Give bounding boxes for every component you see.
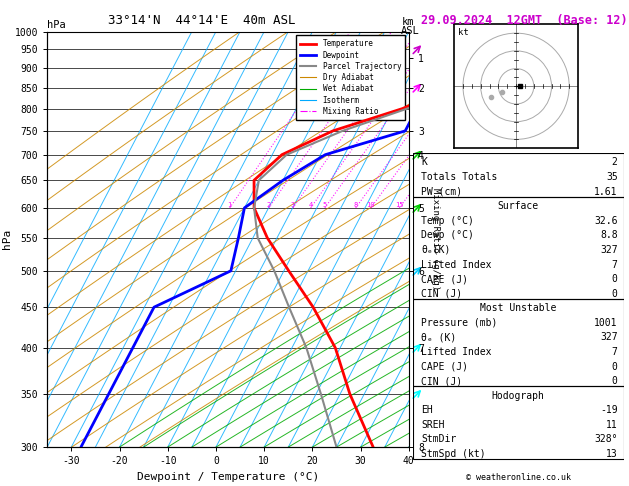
Text: CIN (J): CIN (J) — [421, 376, 462, 386]
Text: CIN (J): CIN (J) — [421, 289, 462, 299]
Text: 2: 2 — [612, 157, 618, 168]
Text: 11: 11 — [606, 420, 618, 430]
Bar — [413, 153, 624, 197]
Text: kt: kt — [458, 28, 469, 37]
Bar — [413, 197, 624, 299]
Text: 10: 10 — [367, 202, 375, 208]
Text: Most Unstable: Most Unstable — [480, 303, 557, 313]
Text: 0: 0 — [612, 289, 618, 299]
Text: PW (cm): PW (cm) — [421, 187, 462, 197]
Text: EH: EH — [421, 405, 433, 416]
Text: © weatheronline.co.uk: © weatheronline.co.uk — [466, 473, 571, 482]
X-axis label: Dewpoint / Temperature (°C): Dewpoint / Temperature (°C) — [137, 472, 319, 482]
Text: 2: 2 — [267, 202, 271, 208]
Text: 8.8: 8.8 — [600, 230, 618, 241]
Text: 1.61: 1.61 — [594, 187, 618, 197]
Text: 0: 0 — [612, 362, 618, 372]
Text: 35: 35 — [606, 172, 618, 182]
Text: 328°: 328° — [594, 434, 618, 445]
Text: 327: 327 — [600, 332, 618, 343]
Text: Totals Totals: Totals Totals — [421, 172, 498, 182]
Text: 0: 0 — [612, 274, 618, 284]
Text: SREH: SREH — [421, 420, 445, 430]
Text: Dewp (°C): Dewp (°C) — [421, 230, 474, 241]
Y-axis label: hPa: hPa — [2, 229, 12, 249]
Text: 8: 8 — [353, 202, 358, 208]
Text: 33°14'N  44°14'E  40m ASL: 33°14'N 44°14'E 40m ASL — [108, 14, 295, 27]
Text: θₑ(K): θₑ(K) — [421, 245, 450, 255]
Bar — [413, 386, 624, 459]
Text: Lifted Index: Lifted Index — [421, 347, 492, 357]
Text: Lifted Index: Lifted Index — [421, 260, 492, 270]
Text: -19: -19 — [600, 405, 618, 416]
Text: StmSpd (kt): StmSpd (kt) — [421, 449, 486, 459]
Text: km: km — [401, 17, 414, 27]
Legend: Temperature, Dewpoint, Parcel Trajectory, Dry Adiabat, Wet Adiabat, Isotherm, Mi: Temperature, Dewpoint, Parcel Trajectory… — [296, 35, 405, 120]
Text: 327: 327 — [600, 245, 618, 255]
Text: 3: 3 — [291, 202, 295, 208]
Text: Surface: Surface — [498, 201, 539, 211]
Text: θₑ (K): θₑ (K) — [421, 332, 456, 343]
Text: Temp (°C): Temp (°C) — [421, 216, 474, 226]
Text: CAPE (J): CAPE (J) — [421, 362, 468, 372]
Text: 0: 0 — [612, 376, 618, 386]
Text: 15: 15 — [395, 202, 404, 208]
Text: 5: 5 — [323, 202, 327, 208]
Text: K: K — [421, 157, 427, 168]
Text: 13: 13 — [606, 449, 618, 459]
Text: 1: 1 — [228, 202, 232, 208]
Text: Hodograph: Hodograph — [492, 391, 545, 401]
Text: 7: 7 — [612, 260, 618, 270]
Text: 7: 7 — [612, 347, 618, 357]
Text: hPa: hPa — [47, 20, 66, 31]
Text: 4: 4 — [309, 202, 313, 208]
Y-axis label: Mixing Ratio (g/kg): Mixing Ratio (g/kg) — [431, 188, 440, 291]
Text: Pressure (mb): Pressure (mb) — [421, 318, 498, 328]
Text: 1001: 1001 — [594, 318, 618, 328]
Bar — [413, 299, 624, 386]
Text: 29.09.2024  12GMT  (Base: 12): 29.09.2024 12GMT (Base: 12) — [421, 14, 628, 27]
Text: StmDir: StmDir — [421, 434, 456, 445]
Text: ASL: ASL — [401, 26, 420, 36]
Text: CAPE (J): CAPE (J) — [421, 274, 468, 284]
Text: 32.6: 32.6 — [594, 216, 618, 226]
